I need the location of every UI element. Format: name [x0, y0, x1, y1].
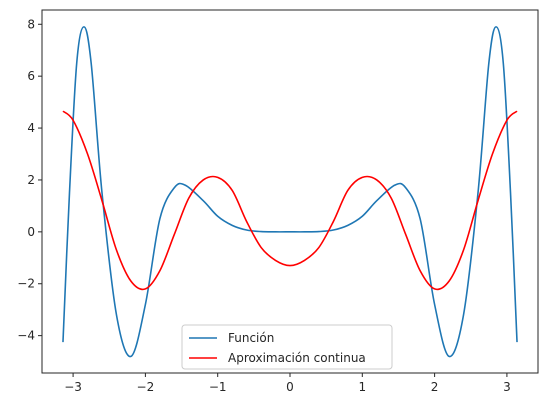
x-tick-label: 3	[503, 380, 511, 394]
x-tick-label: −3	[64, 380, 82, 394]
y-tick-label: −2	[17, 277, 35, 291]
y-tick-label: 0	[27, 225, 35, 239]
x-tick-label: 0	[286, 380, 294, 394]
x-axis: −3 −2 −1 0 1 2 3	[64, 373, 511, 394]
y-tick-label: 6	[27, 69, 35, 83]
x-tick-label: 2	[431, 380, 439, 394]
series-line-aproximacion-continua	[62, 110, 518, 291]
y-tick-label: −4	[17, 329, 35, 343]
x-tick-label: −2	[137, 380, 155, 394]
y-tick-label: 4	[27, 121, 35, 135]
legend: Función Aproximación continua	[181, 324, 393, 370]
y-axis: −4 −2 0 2 4 6 8	[17, 17, 42, 343]
series-layer	[62, 26, 518, 358]
series-line-funcion	[62, 26, 518, 358]
legend-label-aproximacion: Aproximación continua	[228, 351, 366, 365]
legend-label-funcion: Función	[228, 331, 274, 345]
y-tick-label: 2	[27, 173, 35, 187]
x-tick-label: 1	[358, 380, 366, 394]
legend-box	[181, 324, 393, 370]
y-tick-label: 8	[27, 17, 35, 31]
x-tick-label: −1	[209, 380, 227, 394]
